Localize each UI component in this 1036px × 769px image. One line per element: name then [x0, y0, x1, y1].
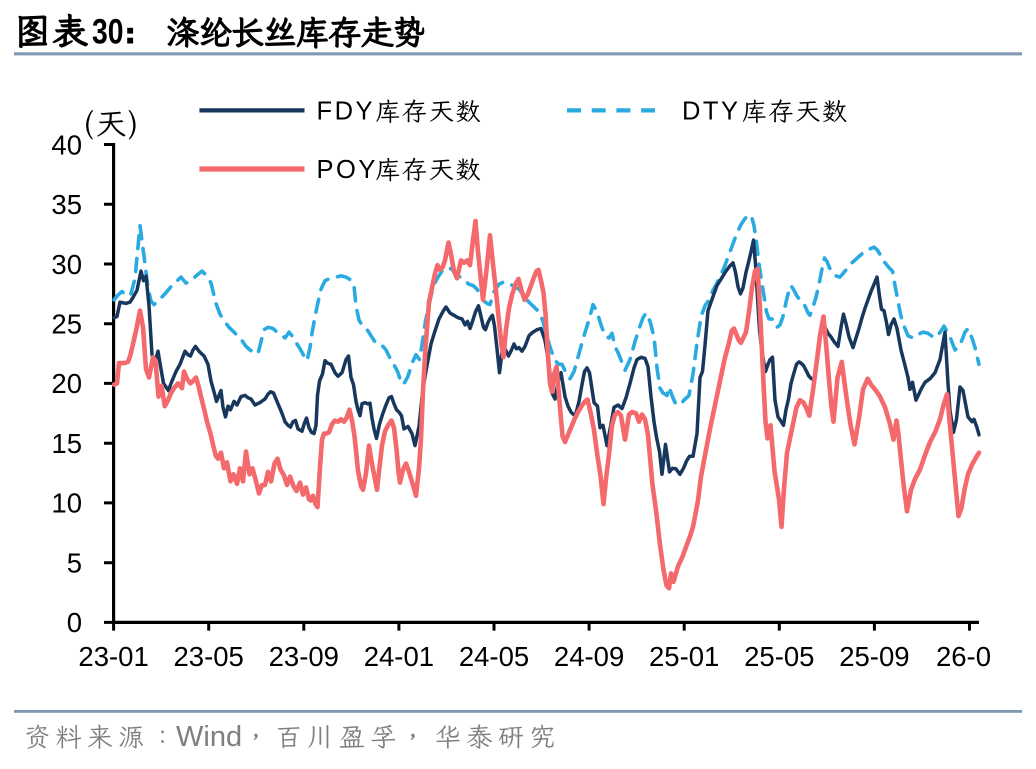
svg-text:25-05: 25-05 — [744, 641, 814, 672]
svg-text:0: 0 — [67, 607, 82, 638]
svg-text:25: 25 — [51, 309, 82, 340]
svg-text:25-09: 25-09 — [839, 641, 909, 672]
svg-text:DTY: DTY — [682, 98, 741, 126]
svg-text:26-0: 26-0 — [936, 641, 991, 672]
svg-text:24-01: 24-01 — [364, 641, 434, 672]
svg-text:30: 30 — [51, 249, 82, 280]
svg-text:35: 35 — [51, 189, 82, 220]
svg-text:5: 5 — [67, 548, 82, 579]
svg-text:23-09: 23-09 — [269, 641, 339, 672]
svg-text:25-01: 25-01 — [649, 641, 719, 672]
svg-text:POY: POY — [317, 156, 378, 184]
svg-text:30: 30 — [92, 12, 124, 52]
svg-text:24-05: 24-05 — [459, 641, 529, 672]
svg-text:23-01: 23-01 — [78, 641, 148, 672]
svg-text:Wind: Wind — [176, 721, 242, 753]
svg-text:24-09: 24-09 — [554, 641, 624, 672]
svg-text:23-05: 23-05 — [174, 641, 244, 672]
svg-text:10: 10 — [51, 488, 82, 519]
svg-text:40: 40 — [51, 129, 82, 160]
svg-text:15: 15 — [51, 428, 82, 459]
svg-text:20: 20 — [51, 368, 82, 399]
svg-text:FDY: FDY — [317, 98, 376, 126]
